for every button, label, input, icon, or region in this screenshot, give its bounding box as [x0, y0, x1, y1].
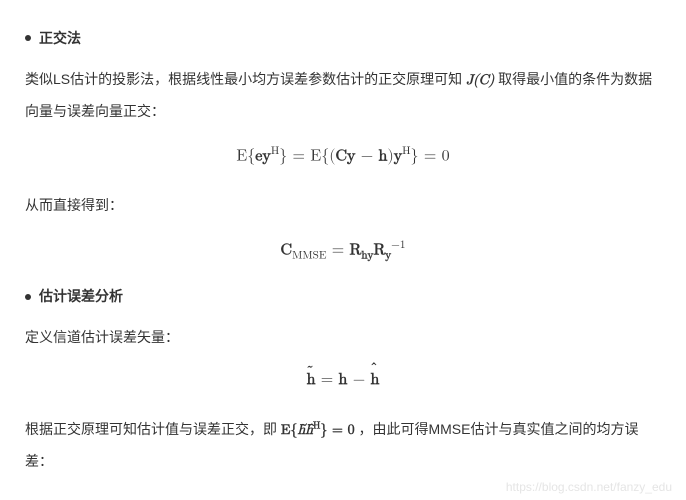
paragraph-1: 类似LS估计的投影法，根据线性最小均方误差参数估计的正交原理可知 J(C) 取得…: [25, 64, 661, 127]
paragraph-3: 定义信道估计误差矢量：: [25, 322, 661, 353]
formula-error-vector: h˜ = h − hˆ: [25, 371, 661, 390]
para-text: 根据正交原理可知估计值与误差正交，即: [25, 421, 281, 437]
paragraph-4: 根据正交原理可知估计值与误差正交，即 E{h̃ĥH} = 0 ，由此可得MMSE…: [25, 414, 661, 477]
section-title: 正交法: [39, 30, 81, 46]
inline-math-jc: J(C): [466, 73, 494, 87]
bullet-icon: [25, 35, 31, 41]
para-text: 定义信道估计误差矢量：: [25, 329, 179, 345]
formula-cmmse: CMMSE = RhyRy−1: [25, 239, 661, 263]
bullet-icon: [25, 294, 31, 300]
inline-math-expectation: E{h̃ĥH} = 0: [281, 423, 355, 437]
section-heading-error-analysis: 估计误差分析: [25, 286, 661, 306]
paragraph-2: 从而直接得到：: [25, 190, 661, 221]
section-title: 估计误差分析: [39, 288, 123, 304]
para-text: 从而直接得到：: [25, 197, 123, 213]
watermark: https://blog.csdn.net/fanzy_edu: [506, 480, 672, 494]
para-text: 类似LS估计的投影法，根据线性最小均方误差参数估计的正交原理可知: [25, 71, 466, 87]
section-heading-orthogonal: 正交法: [25, 28, 661, 48]
formula-orthogonal-condition: E{eyH} = E{(Cy − h)yH} = 0: [25, 145, 661, 166]
